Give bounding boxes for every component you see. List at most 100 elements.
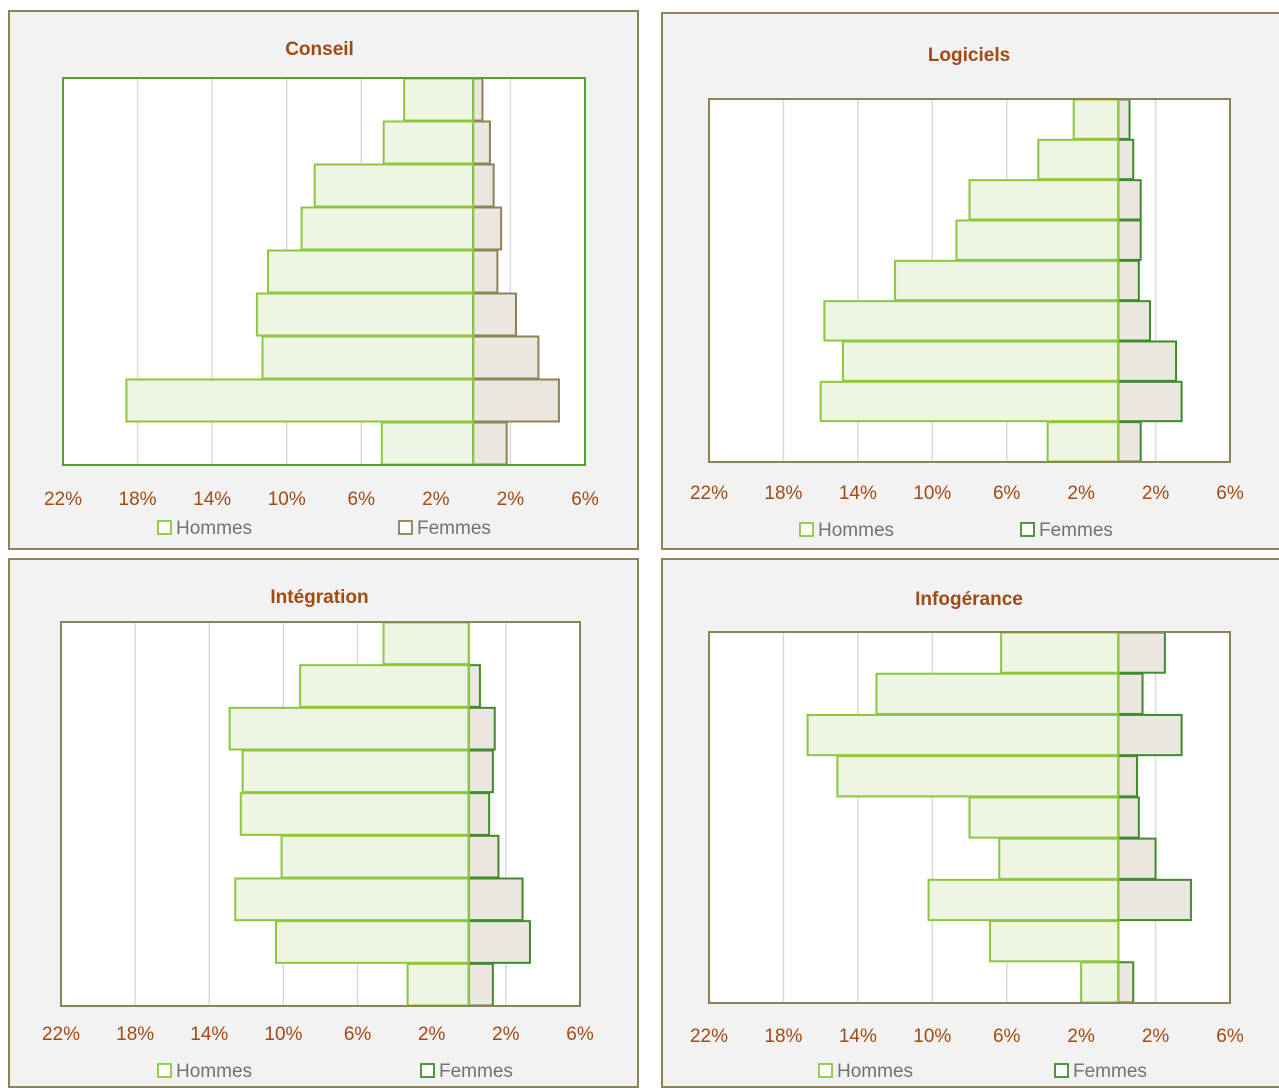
x-tick-label: 18% xyxy=(116,1024,154,1045)
x-tick-label: 2% xyxy=(1067,483,1095,504)
legend-swatch xyxy=(1020,522,1035,537)
chart-title: Logiciels xyxy=(928,45,1010,66)
bar-hommes xyxy=(255,292,475,337)
bar-hommes xyxy=(1046,421,1120,463)
bar-femmes xyxy=(472,249,499,294)
x-tick-label: 2% xyxy=(492,1024,520,1045)
chart-title: Intégration xyxy=(270,587,368,608)
chart-svg: Conseil 22% 18% 14% 10% 6% 2% 2% 6% Hommes Femmes xyxy=(44,39,599,539)
bar-hommes xyxy=(1037,138,1120,181)
bar-femmes xyxy=(1117,219,1142,261)
x-tick-label: 2% xyxy=(1067,1026,1095,1047)
bar-femmes xyxy=(1117,300,1151,342)
bar-hommes xyxy=(267,249,475,294)
chart-panel-logiciels: Logiciels 22% 18% 14% 10% 6% 2% 2% 6% Hommes Femme… xyxy=(661,12,1279,550)
bar-femmes xyxy=(472,163,495,208)
bar-hommes xyxy=(998,837,1120,880)
bar-hommes xyxy=(228,706,470,751)
x-tick-label: 14% xyxy=(839,1026,877,1047)
x-tick-label: 6% xyxy=(1216,483,1244,504)
bar-femmes xyxy=(1117,340,1178,382)
bar-femmes xyxy=(1117,138,1135,181)
bar-femmes xyxy=(1117,878,1192,922)
bar-femmes xyxy=(1117,259,1140,302)
bar-hommes xyxy=(875,672,1120,715)
x-tick-label: 10% xyxy=(264,1024,302,1045)
bar-femmes xyxy=(472,378,560,423)
bar-hommes xyxy=(927,878,1120,922)
legend-label: Hommes xyxy=(176,1061,252,1082)
bar-hommes xyxy=(299,664,470,708)
chart-title: Conseil xyxy=(285,39,354,60)
x-tick-label: 6% xyxy=(566,1024,594,1045)
bar-femmes xyxy=(472,292,518,337)
plot-frame xyxy=(62,77,586,466)
legend-swatch xyxy=(398,520,413,535)
legend-swatch xyxy=(818,1063,833,1078)
bar-hommes xyxy=(382,621,470,666)
bar-femmes xyxy=(467,962,494,1007)
bar-hommes xyxy=(968,179,1120,221)
bar-femmes xyxy=(472,206,503,251)
bar-femmes xyxy=(472,120,491,165)
legend-swatch xyxy=(420,1063,435,1078)
x-tick-label: 6% xyxy=(348,489,376,510)
bar-hommes xyxy=(968,796,1120,839)
bar-femmes xyxy=(472,421,508,466)
chart-panel-conseil: Conseil 22% 18% 14% 10% 6% 2% 2% 6% Hommes Femmes xyxy=(8,10,639,550)
chart-svg: Logiciels 22% 18% 14% 10% 6% 2% 2% 6% Hommes Femme… xyxy=(690,45,1244,541)
chart-svg: Intégration 22% 18% 14% 10% 6% 2% 2% 6% Hommes Fem… xyxy=(42,587,594,1082)
legend-label: Femmes xyxy=(417,518,491,539)
x-tick-label: 6% xyxy=(571,489,599,510)
bar-femmes xyxy=(1117,755,1138,798)
chart-title: Infogérance xyxy=(915,589,1023,610)
bar-femmes xyxy=(1117,421,1142,463)
bar-femmes xyxy=(467,877,524,922)
x-tick-label: 6% xyxy=(993,483,1021,504)
x-tick-label: 10% xyxy=(913,483,951,504)
legend-swatch xyxy=(799,522,814,537)
legend-label: Hommes xyxy=(837,1061,913,1082)
x-tick-label: 22% xyxy=(42,1024,80,1045)
bar-hommes xyxy=(403,77,475,122)
x-tick-label: 2% xyxy=(422,489,450,510)
bar-hommes xyxy=(955,219,1120,261)
bar-hommes xyxy=(823,300,1120,342)
legend-swatch xyxy=(157,1063,172,1078)
bar-hommes xyxy=(125,378,475,423)
bar-hommes xyxy=(239,792,470,836)
bar-femmes xyxy=(1117,380,1183,423)
legend-swatch xyxy=(1054,1063,1069,1078)
chart-panel-infogerance: Infogérance 22% 18% 14% 10% 6% 2% 2% 6% Hommes Fem… xyxy=(661,558,1279,1088)
bar-hommes xyxy=(806,713,1120,757)
bar-femmes xyxy=(467,664,481,708)
bar-femmes xyxy=(1117,713,1183,757)
x-tick-label: 2% xyxy=(1142,483,1170,504)
bar-hommes xyxy=(380,421,475,466)
bar-femmes xyxy=(1117,961,1135,1004)
x-tick-label: 6% xyxy=(344,1024,372,1045)
bar-hommes xyxy=(1000,631,1120,674)
x-tick-label: 10% xyxy=(268,489,306,510)
x-tick-label: 22% xyxy=(44,489,82,510)
bar-femmes xyxy=(1117,796,1140,839)
bar-femmes xyxy=(1117,179,1142,221)
bar-femmes xyxy=(467,749,494,794)
chart-panel-integration: Intégration 22% 18% 14% 10% 6% 2% 2% 6% Hommes Fem… xyxy=(8,558,639,1088)
bar-femmes xyxy=(1117,98,1131,140)
x-tick-label: 14% xyxy=(839,483,877,504)
legend-label: Hommes xyxy=(818,520,894,541)
bar-femmes xyxy=(472,335,540,380)
bar-hommes xyxy=(300,206,475,251)
bar-hommes xyxy=(836,755,1120,798)
bar-hommes xyxy=(1072,98,1120,140)
bar-femmes xyxy=(472,77,484,122)
bar-hommes xyxy=(1080,961,1120,1004)
legend-label: Femmes xyxy=(1073,1061,1147,1082)
x-tick-label: 6% xyxy=(1216,1026,1244,1047)
x-tick-label: 2% xyxy=(497,489,525,510)
x-tick-label: 2% xyxy=(1142,1026,1170,1047)
x-tick-label: 22% xyxy=(690,483,728,504)
bar-femmes xyxy=(1117,837,1157,880)
legend-swatch xyxy=(157,520,172,535)
